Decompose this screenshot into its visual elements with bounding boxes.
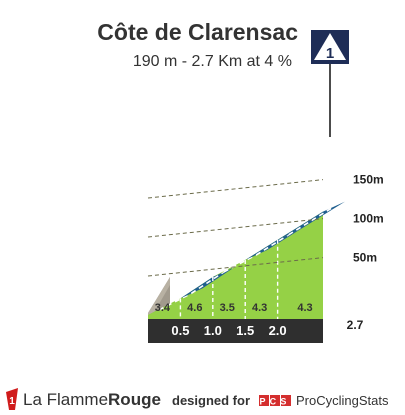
svg-text:La FlammeRouge: La FlammeRouge bbox=[23, 390, 161, 409]
road-centerline-3 bbox=[255, 234, 290, 256]
gradient-label-1: 4.6 bbox=[187, 302, 202, 314]
km-label-3: 2.0 bbox=[269, 323, 287, 338]
alt-gridline-0 bbox=[147, 257, 324, 277]
climb-summary: 190 m - 2.7 Km at 4 % bbox=[133, 53, 292, 70]
gradient-label-2: 3.5 bbox=[220, 302, 235, 314]
brand-text-a: La Flamme bbox=[23, 390, 108, 409]
climb-title: Côte de Clarensac bbox=[97, 19, 298, 45]
la-flamme-rouge-logo: 1 La FlammeRouge bbox=[6, 388, 161, 410]
km-label-0: 0.5 bbox=[171, 323, 189, 338]
pcs-name-text: ProCyclingStats bbox=[296, 393, 389, 408]
km-band bbox=[148, 319, 323, 343]
category-label: 1 bbox=[326, 45, 334, 62]
flag-icon bbox=[6, 388, 18, 410]
pcs-badge-text: PCS bbox=[259, 397, 290, 407]
road-centerline-1 bbox=[190, 271, 225, 295]
alt-gridline-2 bbox=[147, 179, 324, 199]
chart-layer: 50m 100m 150m 3.4 4.6 3.5 4.3 4.3 0.5 1.0 1.5 2.0 2.… bbox=[147, 173, 384, 343]
designed-for-text: designed for bbox=[172, 393, 250, 408]
gradient-label-0: 3.4 bbox=[155, 302, 171, 314]
end-distance-label: 2.7 bbox=[347, 318, 364, 332]
alt-gridline-1 bbox=[147, 218, 324, 238]
brand-text-b: Rouge bbox=[108, 390, 161, 409]
slope-face bbox=[148, 211, 323, 343]
svg-text:1: 1 bbox=[9, 396, 15, 407]
road-centerline-2 bbox=[223, 254, 257, 273]
alt-label-2: 150m bbox=[353, 173, 384, 187]
start-block-top bbox=[148, 277, 170, 323]
road-centerline-0 bbox=[158, 292, 192, 311]
km-label-2: 1.5 bbox=[236, 323, 254, 338]
km-label-1: 1.0 bbox=[204, 323, 222, 338]
gradient-label-4: 4.3 bbox=[297, 302, 312, 314]
category-triangle-icon bbox=[314, 33, 346, 60]
alt-label-0: 50m bbox=[353, 251, 377, 265]
alt-label-1: 100m bbox=[353, 212, 384, 226]
gradient-label-3: 4.3 bbox=[252, 302, 267, 314]
pcs-logo: PCS ProCyclingStats bbox=[259, 393, 389, 408]
